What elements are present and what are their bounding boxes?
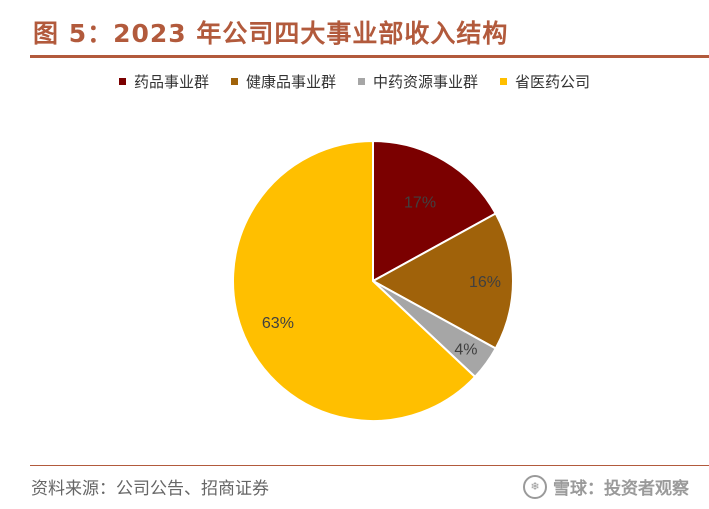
pie-labels: 17% 16% 4% 63% xyxy=(262,194,501,358)
title-divider xyxy=(30,55,709,58)
pie-slice-label-3: 63% xyxy=(262,315,294,332)
pie-slice-3 xyxy=(232,139,477,422)
legend-item-health: 健康品事业群 xyxy=(230,71,336,92)
footer-divider xyxy=(30,465,709,466)
legend-swatch-health xyxy=(230,78,238,85)
source-note: 资料来源：公司公告、招商证券 xyxy=(31,479,269,499)
legend-label-tcm: 中药资源事业群 xyxy=(373,73,479,91)
pie-slice-0 xyxy=(372,139,498,283)
legend-swatch-tcm xyxy=(358,78,365,85)
pie-slice-1 xyxy=(370,212,514,350)
snowball-logo-icon: ❄ xyxy=(523,474,547,499)
legend-item-drugs: 药品事业群 xyxy=(118,71,209,92)
chart-legend: 药品事业群 健康品事业群 中药资源事业群 省医药公司 xyxy=(0,71,709,92)
legend-swatch-provincial xyxy=(500,78,508,85)
pie-slice-label-1: 16% xyxy=(469,274,501,291)
pie-slices xyxy=(232,139,514,422)
legend-item-tcm: 中药资源事业群 xyxy=(358,71,478,92)
legend-swatch-drugs xyxy=(118,78,126,85)
legend-item-provincial: 省医药公司 xyxy=(500,71,590,92)
chart-title: 图 5：2023 年公司四大事业部收入结构 xyxy=(33,19,509,48)
pie-slice-label-0: 17% xyxy=(404,194,436,211)
pie-slice-label-2: 4% xyxy=(454,341,477,358)
watermark: ❄ 雪球：投资者观察 xyxy=(523,474,689,499)
watermark-text: 雪球：投资者观察 xyxy=(553,479,689,499)
legend-label-health: 健康品事业群 xyxy=(245,73,336,91)
legend-label-drugs: 药品事业群 xyxy=(133,73,209,91)
legend-label-provincial: 省医药公司 xyxy=(515,73,591,91)
